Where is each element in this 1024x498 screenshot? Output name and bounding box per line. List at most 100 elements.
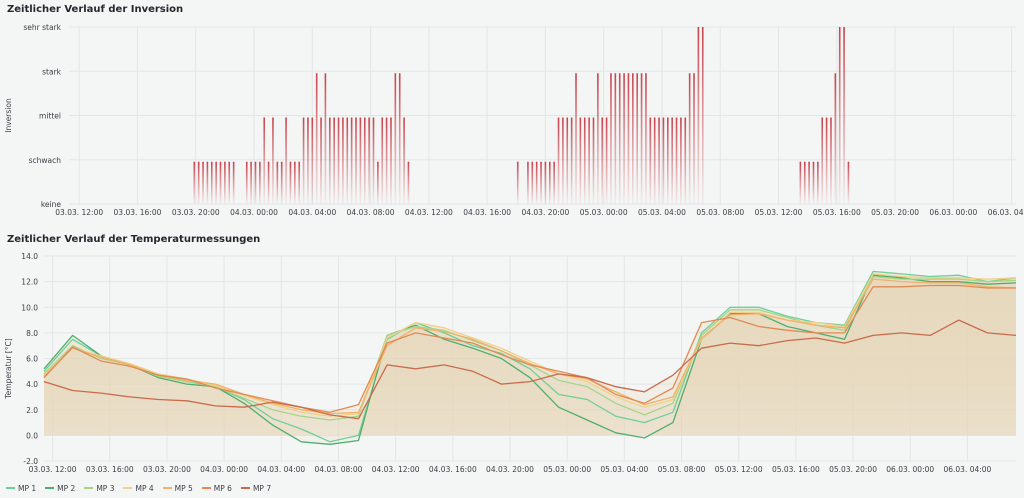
inversion-bar bbox=[289, 161, 292, 204]
inversion-bar bbox=[544, 161, 547, 204]
temperature-y-tick: -2.0 bbox=[23, 457, 38, 466]
inversion-bar bbox=[684, 117, 687, 204]
temperature-x-tick: 05.03. 00:00 bbox=[543, 465, 591, 474]
inversion-bar bbox=[680, 117, 682, 204]
inversion-bar bbox=[206, 161, 209, 204]
inversion-bar bbox=[566, 117, 569, 204]
inversion-bar bbox=[671, 117, 673, 204]
inversion-bar bbox=[328, 117, 331, 204]
inversion-bar bbox=[658, 117, 660, 204]
inversion-bar bbox=[614, 73, 617, 204]
inversion-x-tick: 04.03. 00:00 bbox=[230, 208, 278, 217]
inversion-bar bbox=[298, 161, 300, 204]
inversion-bar bbox=[320, 117, 322, 204]
inversion-bar bbox=[385, 117, 388, 204]
legend-item-mp-4[interactable]: MP 4 bbox=[123, 484, 154, 493]
inversion-bar bbox=[847, 161, 850, 204]
inversion-bar bbox=[570, 117, 573, 204]
inversion-bar bbox=[597, 73, 599, 204]
temperature-y-tick: 10.0 bbox=[21, 303, 38, 312]
legend-label: MP 3 bbox=[96, 483, 115, 493]
inversion-x-tick: 05.03. 00:00 bbox=[580, 208, 628, 217]
inversion-bar bbox=[390, 117, 392, 204]
inversion-x-tick: 04.03. 16:00 bbox=[463, 208, 511, 217]
inversion-bar bbox=[307, 117, 309, 204]
temperature-x-tick: 04.03. 04:00 bbox=[257, 465, 305, 474]
inversion-bar bbox=[263, 117, 266, 204]
temperature-chart: -2.0 0.0 2.0 4.0 6.0 8.0 10.0 12.0 14.0 03.03. 12… bbox=[4, 252, 1017, 474]
temperature-y-tick: 8.0 bbox=[26, 329, 38, 338]
inversion-bar bbox=[649, 117, 652, 204]
legend-swatch bbox=[6, 487, 15, 489]
temperature-y-tick: 2.0 bbox=[26, 406, 38, 415]
inversion-bar bbox=[516, 161, 519, 204]
legend-swatch bbox=[240, 487, 250, 489]
inversion-bar bbox=[346, 117, 349, 204]
legend-item-mp-3[interactable]: MP 3 bbox=[84, 484, 114, 493]
inversion-bar bbox=[224, 161, 226, 204]
inversion-panel: Zeitlicher Verlauf der Inversion keine sc… bbox=[0, 0, 1024, 228]
temperature-x-tick: 06.03. 04:00 bbox=[943, 465, 991, 474]
inversion-x-tick: 04.03. 04:00 bbox=[288, 208, 336, 217]
inversion-bar bbox=[219, 161, 222, 204]
temperature-line-mp-5 bbox=[43, 278, 1017, 415]
temperature-panel: Zeitlicher Verlauf der Temperaturmessung… bbox=[0, 232, 1024, 498]
legend-swatch bbox=[123, 487, 133, 489]
inversion-bar bbox=[808, 161, 810, 204]
legend-item-mp-1[interactable]: MP 1 bbox=[6, 484, 36, 493]
inversion-bar bbox=[197, 161, 200, 204]
inversion-bar bbox=[272, 117, 274, 204]
inversion-bar bbox=[803, 161, 806, 204]
temperature-legend: MP 1 MP 2 MP 3 MP 4 MP 5 MP 6 MP 7 bbox=[6, 482, 271, 494]
legend-label: MP 5 bbox=[174, 483, 193, 493]
inversion-y-tick: schwach bbox=[29, 156, 62, 165]
inversion-bar bbox=[294, 161, 296, 204]
inversion-bar bbox=[653, 117, 656, 204]
inversion-bar bbox=[311, 117, 314, 204]
inversion-bar bbox=[557, 117, 560, 204]
inversion-bar bbox=[540, 161, 542, 204]
inversion-bar bbox=[324, 73, 327, 204]
inversion-bar bbox=[579, 117, 582, 204]
temperature-y-axis-label: Temperatur [°C] bbox=[4, 338, 13, 399]
inversion-bar bbox=[245, 161, 248, 204]
inversion-panel-title: Zeitlicher Verlauf der Inversion bbox=[7, 4, 184, 15]
legend-item-mp-5[interactable]: MP 5 bbox=[162, 483, 193, 493]
inversion-bar bbox=[350, 117, 353, 204]
temperature-y-tick: 14.0 bbox=[21, 252, 38, 261]
inversion-bar bbox=[675, 117, 678, 204]
inversion-y-tick: stark bbox=[42, 67, 62, 76]
inversion-bar bbox=[527, 161, 529, 204]
inversion-x-tick: 04.03. 12:00 bbox=[405, 208, 453, 217]
legend-item-mp-7[interactable]: MP 7 bbox=[240, 484, 271, 493]
inversion-bar bbox=[825, 117, 828, 204]
legend-swatch bbox=[201, 487, 211, 489]
inversion-bar bbox=[583, 117, 586, 204]
inversion-bar bbox=[601, 117, 604, 204]
legend-item-mp-2[interactable]: MP 2 bbox=[45, 484, 75, 493]
temperature-x-tick: 05.03. 20:00 bbox=[829, 465, 877, 474]
inversion-bar bbox=[701, 27, 704, 204]
inversion-bar bbox=[553, 161, 555, 204]
inversion-bar bbox=[812, 161, 815, 204]
inversion-bar bbox=[372, 117, 375, 204]
inversion-y-axis-label: Inversion bbox=[4, 98, 13, 133]
inversion-bar bbox=[228, 161, 231, 204]
legend-swatch bbox=[162, 487, 172, 489]
legend-swatch bbox=[45, 487, 55, 489]
inversion-x-tick: 03.03. 20:00 bbox=[172, 208, 220, 217]
inversion-bar bbox=[342, 117, 344, 204]
inversion-bar bbox=[834, 73, 837, 204]
inversion-bar bbox=[838, 27, 841, 204]
inversion-bar bbox=[623, 73, 625, 204]
inversion-bar bbox=[632, 73, 634, 204]
legend-item-mp-6[interactable]: MP 6 bbox=[201, 484, 232, 493]
inversion-bar bbox=[636, 73, 638, 204]
inversion-bar bbox=[531, 161, 534, 204]
inversion-bar bbox=[817, 161, 819, 204]
legend-swatch bbox=[84, 487, 94, 489]
temperature-panel-title: Zeitlicher Verlauf der Temperaturmessung… bbox=[7, 234, 261, 245]
inversion-bar bbox=[548, 161, 551, 204]
inversion-bar bbox=[843, 27, 845, 204]
inversion-bar bbox=[830, 117, 832, 204]
